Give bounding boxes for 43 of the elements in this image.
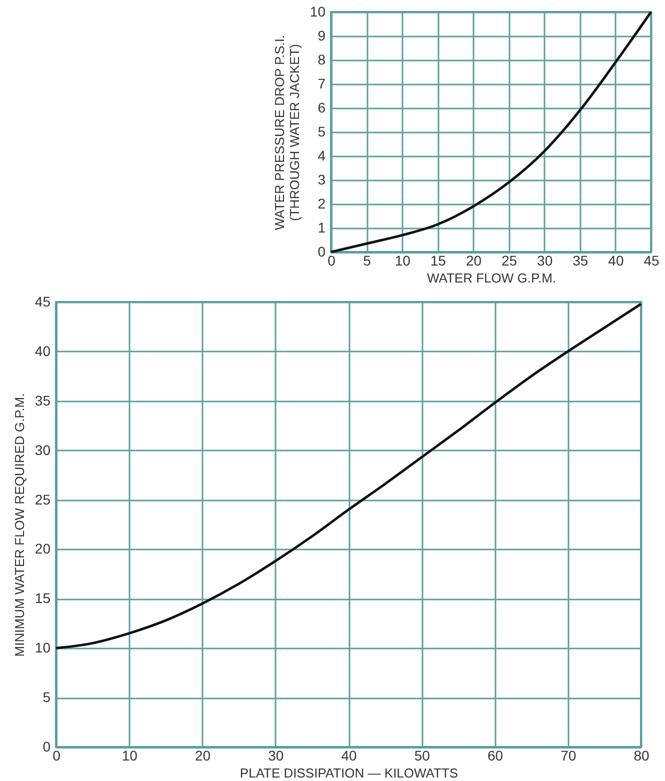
x-axis-title: PLATE DISSIPATION — KILOWATTS	[240, 766, 458, 780]
y-tick-label: 40	[34, 342, 51, 359]
y-tick-label: 6	[318, 100, 326, 116]
x-tick-label: 20	[194, 748, 211, 764]
y-tick-label: 5	[318, 124, 326, 140]
y-tick-label: 9	[318, 28, 326, 44]
x-tick-label: 25	[501, 252, 518, 268]
x-tick-label: 70	[560, 748, 576, 764]
x-axis-title: WATER FLOW G.P.M.	[426, 270, 556, 286]
x-tick-label: 10	[122, 748, 138, 764]
y-tick-label: 10	[34, 640, 51, 656]
x-tick-label: 15	[430, 252, 446, 268]
x-tick-label: 50	[414, 748, 430, 764]
x-tick-label: 40	[608, 252, 624, 268]
y-tick-label: 1	[318, 220, 326, 236]
y-tick-label: 30	[34, 442, 51, 458]
y-tick-label: 15	[34, 590, 51, 606]
x-tick-label: 10	[394, 252, 411, 268]
x-tick-label: 35	[572, 252, 588, 268]
y-tick-label: 45	[34, 294, 51, 310]
y-tick-label: 2	[318, 196, 326, 212]
line-series	[330, 10, 652, 254]
y-tick-label: 3	[318, 172, 326, 188]
y-tick-label: 35	[34, 392, 51, 408]
y-tick-label: 8	[318, 52, 326, 68]
x-tick-label: 0	[52, 748, 61, 764]
y-tick-label: 20	[34, 540, 51, 557]
x-tick-label: 0	[328, 252, 336, 268]
x-tick-label: 30	[537, 252, 553, 268]
x-tick-label: 60	[487, 748, 504, 764]
x-tick-label: 20	[466, 252, 482, 268]
x-tick-label: 5	[363, 252, 372, 268]
y-tick-label: 5	[42, 689, 51, 706]
x-tick-label: 45	[644, 252, 660, 268]
y-axis-title: MINIMUM WATER FLOW REQUIRED G.P.M.	[12, 393, 27, 657]
x-tick-label: 80	[634, 748, 650, 764]
y-tick-label: 4	[318, 148, 326, 164]
y-tick-label: 7	[318, 76, 326, 92]
y-tick-label: 25	[34, 491, 51, 508]
y-tick-label: 10	[310, 4, 326, 20]
x-tick-label: 40	[341, 748, 357, 764]
y-axis-title: WATER PRESSURE DROP P.S.I. (THROUGH WATER JACKET)	[272, 34, 302, 230]
x-tick-label: 30	[268, 748, 284, 764]
